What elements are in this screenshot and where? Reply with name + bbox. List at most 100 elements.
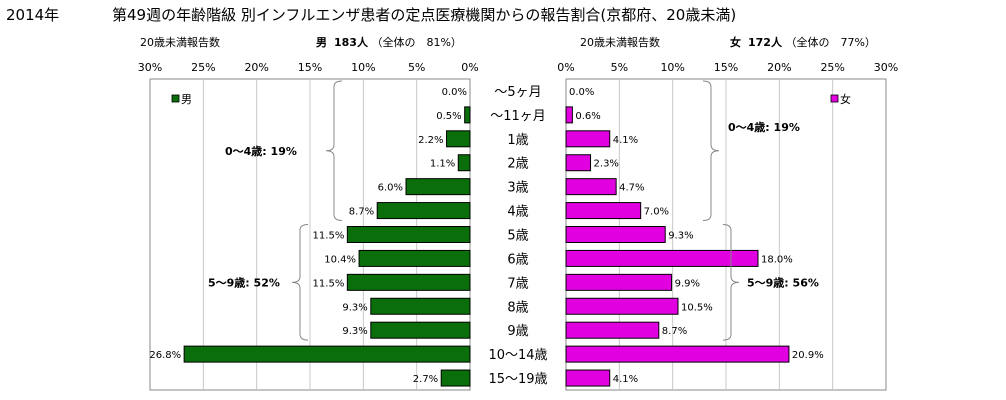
female-data-label: 18.0% — [761, 254, 793, 265]
male-share: （全体の 81%） — [371, 36, 462, 49]
female-tick-label: 30% — [874, 61, 898, 74]
category-label: 1歳 — [507, 133, 528, 148]
female-data-label: 8.7% — [662, 326, 687, 337]
female-tick-label: 25% — [820, 61, 844, 74]
female-legend-swatch — [830, 94, 839, 103]
male-bar — [183, 345, 471, 363]
male-tick-label: 25% — [191, 61, 215, 74]
female-summary: 女 172人 （全体の 77%） — [730, 34, 876, 50]
female-data-label: 9.9% — [675, 278, 700, 289]
male-tick-label: 30% — [138, 61, 162, 74]
female-bar — [565, 106, 573, 124]
male-bar — [446, 130, 471, 148]
male-data-label: 2.7% — [413, 374, 438, 385]
female-bar — [565, 226, 666, 243]
male-count: 183人 — [334, 36, 368, 49]
female-0-4-annotation: 0～4歳: 19% — [728, 120, 800, 134]
male-bar — [440, 369, 471, 387]
male-bar — [464, 106, 471, 124]
male-tick-label: 15% — [298, 61, 322, 74]
female-bar — [565, 345, 790, 363]
female-tick-label: 20% — [767, 61, 791, 74]
female-bar — [565, 297, 679, 315]
category-label: 8歳 — [507, 300, 528, 315]
female-data-label: 0.0% — [569, 87, 594, 98]
category-label: ～11ヶ月 — [490, 109, 546, 124]
male-bar — [346, 226, 471, 243]
male-bar — [346, 273, 471, 291]
male-bar — [370, 297, 471, 315]
male-data-label: 2.2% — [418, 135, 443, 146]
male-summary: 男 183人 （全体の 81%） — [316, 34, 462, 50]
female-tick-label: 10% — [660, 61, 684, 74]
female-data-label: 2.3% — [594, 159, 619, 170]
female-bar — [565, 130, 611, 148]
male-5-9-annotation: 5～9歳: 52% — [208, 275, 280, 289]
female-sex-label: 女 — [730, 36, 741, 49]
female-data-label: 9.3% — [668, 231, 693, 242]
female-5-9-annotation: 5～9歳: 56% — [747, 275, 819, 289]
category-label: 15～19歳 — [488, 372, 547, 387]
category-label: 4歳 — [507, 205, 528, 220]
male-data-label: 9.3% — [342, 302, 367, 313]
female-count: 172人 — [748, 36, 782, 49]
female-bar — [565, 178, 617, 196]
female-tick-label: 15% — [714, 61, 738, 74]
chart-title: 第49週の年齢階級 別インフルエンザ患者の定点医療機関からの報告割合(京都府、2… — [112, 6, 737, 24]
male-data-label: 8.7% — [349, 207, 374, 218]
female-data-label: 4.1% — [613, 374, 638, 385]
male-data-label: 9.3% — [342, 326, 367, 337]
female-bar — [565, 273, 673, 291]
female-data-label: 0.6% — [575, 111, 600, 122]
female-bar — [565, 369, 611, 387]
male-count-label: 20歳未満報告数 — [140, 36, 220, 49]
male-tick-label: 20% — [244, 61, 268, 74]
female-tick-label: 0% — [557, 61, 574, 74]
category-label: 2歳 — [507, 157, 528, 172]
female-bar — [565, 249, 759, 267]
category-label: 5歳 — [507, 229, 528, 244]
male-data-label: 0.5% — [436, 111, 461, 122]
male-data-label: 26.8% — [149, 350, 181, 361]
male-data-label: 11.5% — [313, 278, 345, 289]
category-label: 10～14歳 — [488, 348, 547, 363]
male-bar — [405, 178, 471, 196]
female-share: （全体の 77%） — [785, 36, 876, 49]
male-tick-label: 10% — [351, 61, 375, 74]
male-data-label: 10.4% — [324, 254, 356, 265]
category-label: 7歳 — [507, 276, 528, 291]
male-sex-label: 男 — [316, 36, 327, 49]
male-legend-label: 男 — [181, 93, 192, 106]
male-0-4-brace — [325, 80, 343, 222]
male-bar — [358, 249, 471, 267]
title-year: 2014年 — [6, 6, 60, 24]
male-data-label: 11.5% — [313, 231, 345, 242]
female-bar — [565, 202, 642, 220]
male-bar — [376, 202, 471, 220]
male-data-label: 6.0% — [378, 183, 403, 194]
female-legend-label: 女 — [840, 92, 851, 106]
category-label: 9歳 — [507, 324, 528, 339]
male-data-label: 1.1% — [430, 159, 455, 170]
category-label: 3歳 — [507, 181, 528, 196]
male-bar — [457, 154, 471, 172]
male-legend-swatch — [171, 94, 180, 103]
female-data-label: 10.5% — [681, 302, 713, 313]
female-count-label: 20歳未満報告数 — [580, 36, 660, 49]
male-tick-label: 5% — [408, 61, 425, 74]
female-data-label: 4.7% — [619, 183, 644, 194]
category-label: 6歳 — [507, 252, 528, 267]
female-data-label: 4.1% — [613, 135, 638, 146]
female-data-label: 20.9% — [792, 350, 824, 361]
female-5-9-brace — [722, 224, 740, 341]
male-5-9-brace — [291, 224, 309, 341]
male-bar — [370, 321, 471, 339]
female-0-4-brace — [702, 80, 720, 222]
male-tick-label: 0% — [461, 61, 478, 74]
female-bar — [565, 321, 660, 339]
female-bar — [565, 154, 592, 172]
male-data-label: 0.0% — [442, 87, 467, 98]
male-0-4-annotation: 0～4歳: 19% — [225, 144, 297, 158]
